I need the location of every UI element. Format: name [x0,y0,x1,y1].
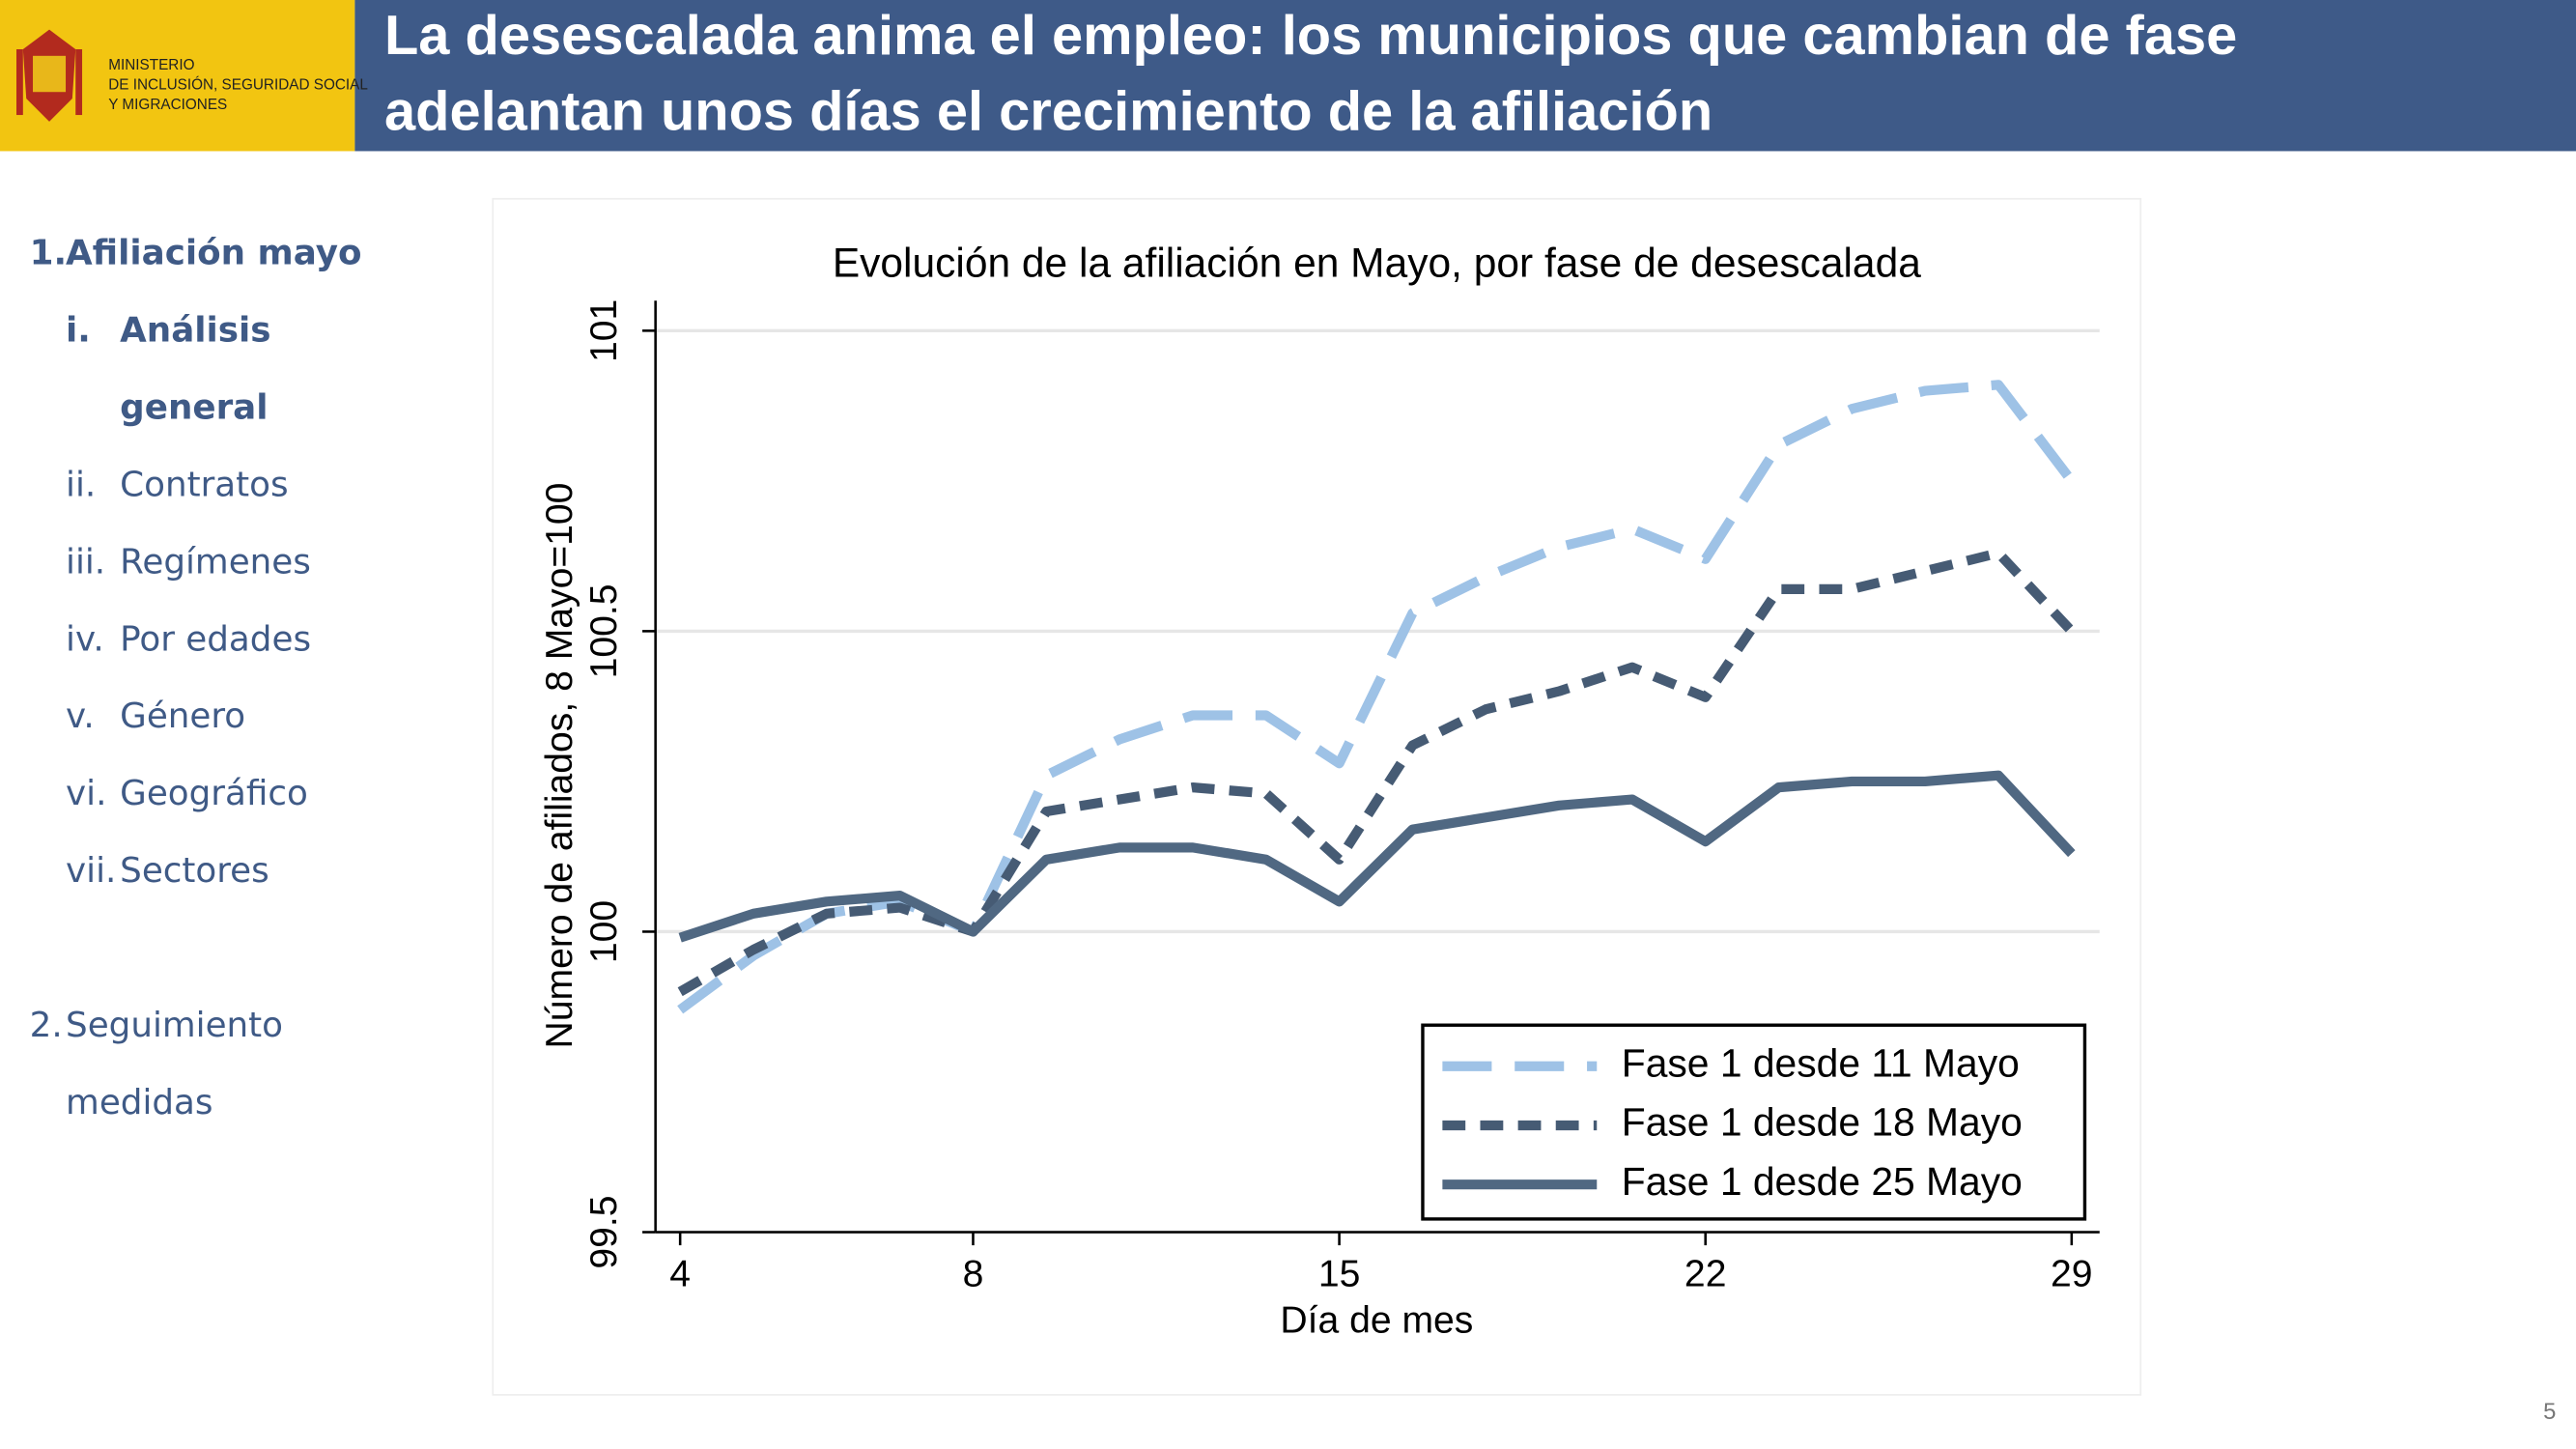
nav-number: 2. [30,1006,63,1045]
nav-label: Afiliación mayo [66,234,361,273]
nav-number: iv. [66,619,104,659]
x-axis-label: Día de mes [1280,1299,1473,1341]
nav-number: 1. [30,234,67,273]
nav-label: Análisis [120,311,270,351]
crest [16,29,83,122]
y-axis-label: Número de afiliados, 8 Mayo=100 [539,483,580,1049]
slide-title: adelantan unos días el crecimiento de la… [384,80,1713,142]
nav-label: Género [120,696,245,736]
chart-title: Evolución de la afiliación en Mayo, por … [833,242,1921,287]
legend-label: Fase 1 desde 25 Mayo [1622,1159,2023,1204]
nav-number: v. [66,696,95,736]
x-tick-label: 15 [1318,1254,1361,1295]
x-tick-label: 29 [2051,1254,2093,1295]
legend-label: Fase 1 desde 18 Mayo [1622,1100,2023,1145]
series-line [677,548,2076,997]
y-tick-label: 100 [583,900,625,963]
series-line [678,770,2076,943]
y-tick-label: 99.5 [583,1195,625,1268]
nav-label: medidas [66,1083,212,1122]
ministry-name: Y MIGRACIONES [108,97,227,113]
nav-number: vi. [66,774,106,813]
nav-label: Contratos [120,465,288,504]
ministry-name: DE INCLUSIÓN, SEGURIDAD SOCIAL [108,76,368,93]
slide-title: La desescalada anima el empleo: los muni… [384,5,2237,67]
y-tick-label: 101 [583,299,625,362]
nav-number: ii. [66,465,96,504]
nav-number: iii. [66,542,105,582]
x-tick-label: 8 [963,1254,984,1295]
y-tick-label: 100.5 [583,583,625,678]
nav-label: general [120,387,268,427]
x-tick-label: 4 [669,1254,691,1295]
x-tick-label: 22 [1684,1254,1727,1295]
ministry-name: MINISTERIO [108,57,194,73]
title-band [354,0,2576,152]
nav-label: Seguimiento [66,1006,283,1045]
nav-label: Por edades [120,619,311,659]
nav-label: Geográfico [120,774,308,813]
page-number: 5 [2543,1399,2556,1425]
legend-label: Fase 1 desde 11 Mayo [1622,1041,2020,1086]
nav-label: Regímenes [120,542,311,582]
nav-label: Sectores [120,851,269,891]
nav-number: vii. [66,851,116,891]
nav-number: i. [66,311,91,351]
